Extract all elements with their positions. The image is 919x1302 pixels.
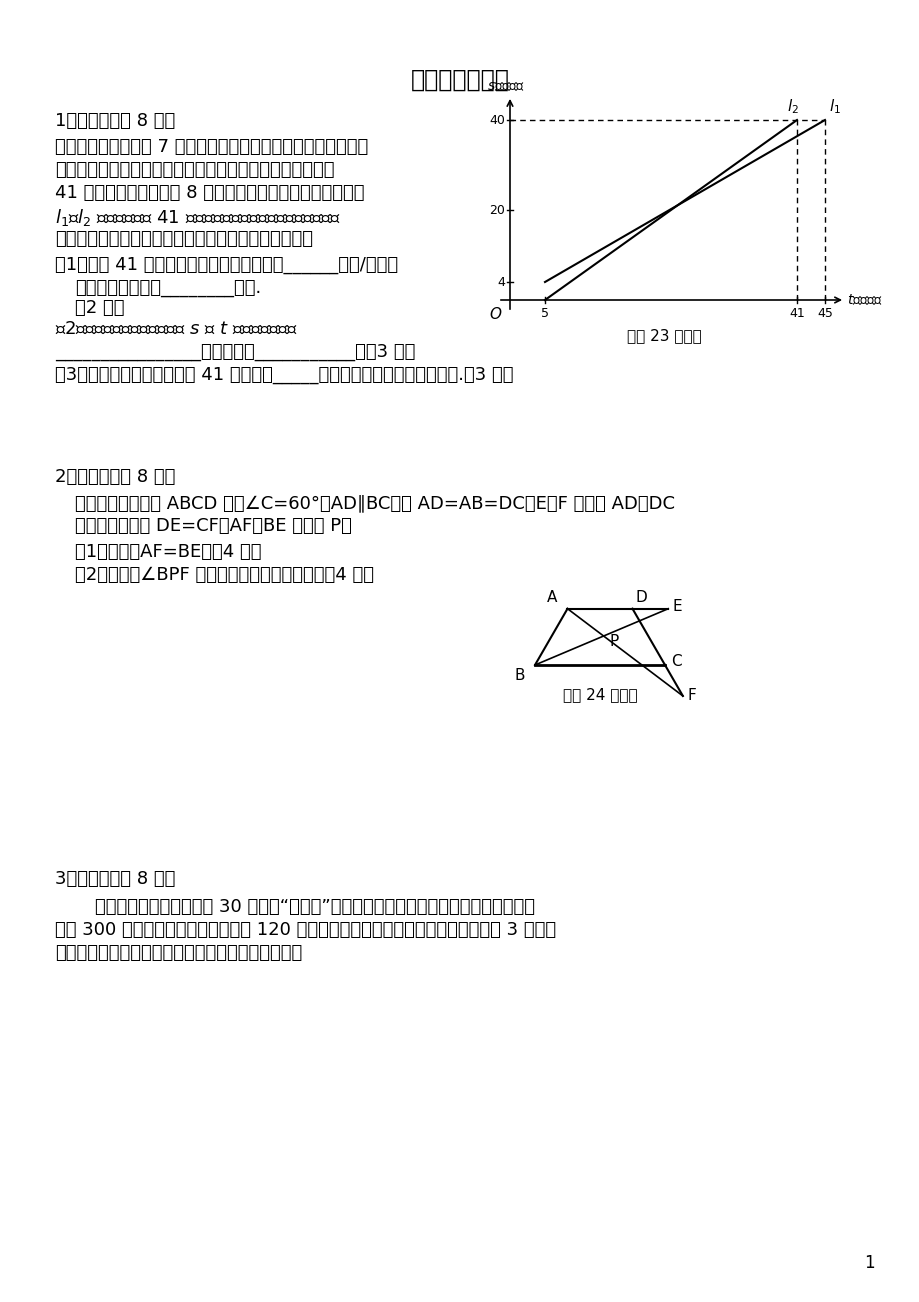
Text: $l_1$: $l_1$ <box>828 98 840 116</box>
Text: 2．（本题满分 8 分）: 2．（本题满分 8 分） <box>55 467 176 486</box>
Text: $l_1$、$l_2$ 分别表示世博 41 路车与小轿车在行驶中的路程（千米）: $l_1$、$l_2$ 分别表示世博 41 路车与小轿车在行驶中的路程（千米） <box>55 207 340 228</box>
Text: （3）小明和妈妈乘坐的世博 41 路车出发_____分钟后被爸爸的小轿车追上了.（3 分）: （3）小明和妈妈乘坐的世博 41 路车出发_____分钟后被爸爸的小轿车追上了.… <box>55 366 513 384</box>
Text: 与时间（分钟）的关系，试观察图像并回答下列问题：: 与时间（分钟）的关系，试观察图像并回答下列问题： <box>55 230 312 247</box>
Text: F: F <box>687 689 696 703</box>
Text: 用了 300 元，买世博四格便筺本用了 120 元，海宝场馆磁贴每个比世博四格便筺本贵 3 元。问: 用了 300 元，买世博四格便筺本用了 120 元，海宝场馆磁贴每个比世博四格便… <box>55 921 555 939</box>
Text: $s$（千米）: $s$（千米） <box>487 79 524 92</box>
Text: 20: 20 <box>489 203 505 216</box>
Text: 40: 40 <box>489 113 505 126</box>
Text: 上周六，小明一家共 7 人从南桥出发去参观世博会。小明提议：: 上周六，小明一家共 7 人从南桥出发去参观世博会。小明提议： <box>55 138 368 156</box>
Text: （1）世博 41 路车在途中行驶的平均速度为______千米/分钟；: （1）世博 41 路车在途中行驶的平均速度为______千米/分钟； <box>55 256 398 273</box>
Text: 3．（本题满分 8 分）: 3．（本题满分 8 分） <box>55 870 176 888</box>
Text: （第 24 题图）: （第 24 题图） <box>562 687 637 702</box>
Text: 4: 4 <box>496 276 505 289</box>
Text: （2 分）: （2 分） <box>75 299 124 316</box>
Text: 41: 41 <box>789 307 804 320</box>
Text: 此次行驶的路程是________千米.: 此次行驶的路程是________千米. <box>75 279 261 297</box>
Text: 41 路车去，最后在地铁 8 号线航天博物馆站附近汇合。图中: 41 路车去，最后在地铁 8 号线航天博物馆站附近汇合。图中 <box>55 184 364 202</box>
Text: 5: 5 <box>540 307 549 320</box>
Text: A: A <box>547 590 557 604</box>
Text: 如图，在等腰梯形 ABCD 中，∠C=60°，AD∥BC，且 AD=AB=DC，E、F 分别在 AD、DC: 如图，在等腰梯形 ABCD 中，∠C=60°，AD∥BC，且 AD=AB=DC，… <box>75 493 675 512</box>
Text: （1）求证：AF=BE；（4 分）: （1）求证：AF=BE；（4 分） <box>75 543 261 561</box>
Text: 让爸爸载着爷爷、奶奶、外公、外婆去，自己和妈妈坐世博: 让爸爸载着爷爷、奶奶、外公、外婆去，自己和妈妈坐世博 <box>55 161 335 178</box>
Text: E: E <box>672 599 681 615</box>
Text: B: B <box>514 668 525 684</box>
Text: $O$: $O$ <box>488 306 502 322</box>
Text: D: D <box>635 590 647 604</box>
Text: 综合练习（一）: 综合练习（一） <box>410 68 509 92</box>
Text: （第 23 题图）: （第 23 题图） <box>626 328 700 342</box>
Text: 某校买了两种世博礼品共 30 个用作“六一节”表彰优秀学生的奖品，其中买海宝场馆磁贴: 某校买了两种世博礼品共 30 个用作“六一节”表彰优秀学生的奖品，其中买海宝场馆… <box>95 898 535 917</box>
Text: 的延长线上，且 DE=CF，AF、BE 交于点 P。: 的延长线上，且 DE=CF，AF、BE 交于点 P。 <box>75 517 351 535</box>
Text: 海宝场馆磁贴、世博四格便筺本的单价分别是多少？: 海宝场馆磁贴、世博四格便筺本的单价分别是多少？ <box>55 944 302 962</box>
Text: （2）请猜测∠BPF 的度数，并证明你的结论。（4 分）: （2）请猜测∠BPF 的度数，并证明你的结论。（4 分） <box>75 566 374 585</box>
Text: $t$（分钟）: $t$（分钟） <box>846 293 881 307</box>
Text: 1: 1 <box>864 1254 874 1272</box>
Text: 1．（本题满分 8 分）: 1．（本题满分 8 分） <box>55 112 175 130</box>
Text: C: C <box>670 655 681 669</box>
Text: （2）写出小轿车在行驶过程中 $s$ 与 $t$ 的函数关系式：: （2）写出小轿车在行驶过程中 $s$ 与 $t$ 的函数关系式： <box>55 320 297 339</box>
Text: 45: 45 <box>816 307 832 320</box>
Text: $l_2$: $l_2$ <box>787 98 798 116</box>
Text: P: P <box>609 634 618 648</box>
Text: ________________，定义域为___________．（3 分）: ________________，定义域为___________．（3 分） <box>55 342 414 361</box>
